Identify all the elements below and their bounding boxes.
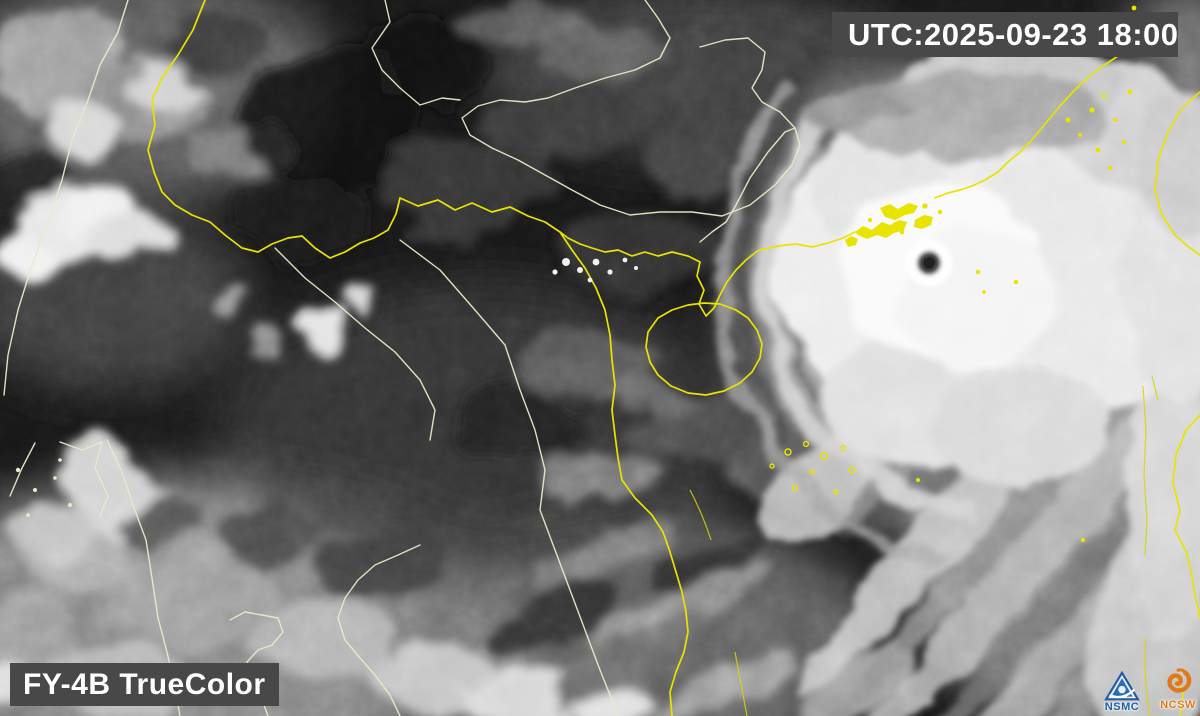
timestamp-overlay: UTC: 2025-09-23 18:00 (832, 12, 1178, 57)
nsmc-logo: NSMC (1100, 671, 1144, 713)
bright-cloud-specks (552, 257, 638, 283)
timestamp-value: 2025-09-23 18:00 (924, 16, 1179, 52)
nsmc-logo-label: NSMC (1104, 701, 1140, 713)
pearl-river-delta-overlay (845, 203, 943, 247)
paracel-islands-overlay (769, 440, 856, 495)
west-islands-speckles (15, 458, 72, 517)
island-speckles-overlay (916, 5, 1137, 543)
ncsw-swirl-icon (1167, 668, 1192, 693)
graticule-overlay (689, 375, 1159, 716)
coastline-overlay (147, 0, 1200, 716)
product-label: FY-4B TrueColor (10, 663, 279, 706)
ncsw-logo-label: NCSW (1160, 699, 1196, 711)
nsmc-triangle-icon (1104, 671, 1140, 701)
timestamp-prefix: UTC: (848, 16, 925, 52)
ncsw-logo: NCSW (1154, 668, 1200, 711)
